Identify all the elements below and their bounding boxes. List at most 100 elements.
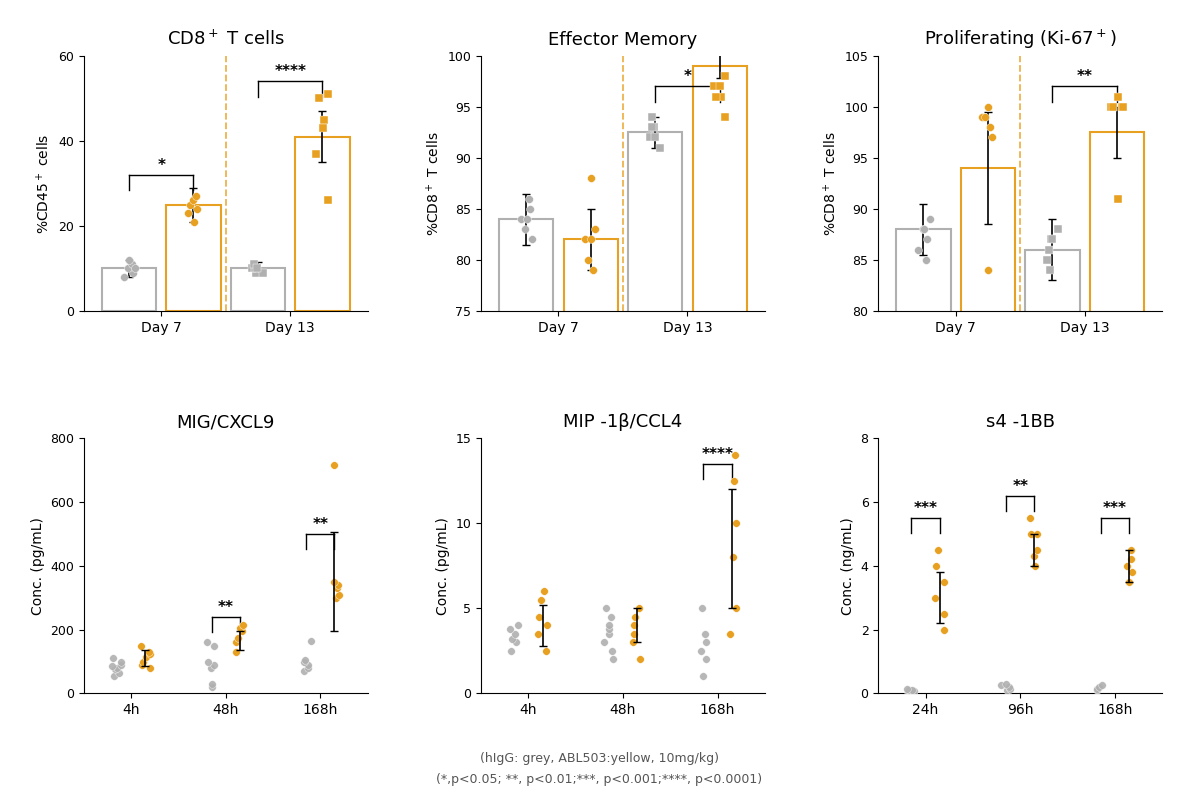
Point <box>692 602 712 614</box>
Point <box>934 623 954 636</box>
Point <box>581 233 600 245</box>
Point <box>1088 682 1107 695</box>
Point <box>720 627 739 640</box>
Point <box>248 262 267 275</box>
Point <box>1123 566 1142 579</box>
Point <box>509 619 528 632</box>
Point <box>934 607 954 620</box>
Point <box>600 622 619 635</box>
Point <box>179 206 198 219</box>
Point <box>981 121 1000 134</box>
Point <box>309 92 328 104</box>
Point <box>979 100 998 113</box>
Point <box>111 658 131 671</box>
Point <box>140 647 159 660</box>
Text: (*,p<0.05; **, p<0.01;***, p<0.001;****, p<0.0001): (*,p<0.05; **, p<0.01;***, p<0.001;****,… <box>436 773 762 786</box>
Point <box>1024 550 1043 563</box>
Point <box>123 266 143 279</box>
Point <box>1108 90 1127 103</box>
Point <box>103 652 122 665</box>
Point <box>537 645 556 658</box>
Bar <box>1090 132 1144 797</box>
Point <box>1101 100 1120 113</box>
Title: CD8$^+$ T cells: CD8$^+$ T cells <box>167 29 285 49</box>
Text: *: * <box>157 158 165 173</box>
Point <box>603 645 622 658</box>
Text: ****: **** <box>274 65 307 79</box>
Point <box>329 588 349 601</box>
Point <box>623 636 642 649</box>
Point <box>1119 575 1138 588</box>
Point <box>244 257 264 270</box>
Point <box>579 253 598 266</box>
Point <box>507 636 526 649</box>
Point <box>645 131 664 143</box>
Point <box>1000 682 1019 695</box>
Point <box>583 264 603 277</box>
Point <box>1028 544 1047 556</box>
Point <box>520 192 539 205</box>
Point <box>725 449 744 461</box>
Point <box>992 679 1011 692</box>
Y-axis label: %CD8$^+$ T cells: %CD8$^+$ T cells <box>424 131 442 236</box>
Point <box>254 266 273 279</box>
Point <box>725 474 744 487</box>
Bar <box>102 269 156 311</box>
Point <box>104 669 123 682</box>
Point <box>232 625 252 638</box>
Point <box>1037 253 1057 266</box>
Point <box>186 190 205 202</box>
Point <box>319 88 338 100</box>
Bar <box>296 136 350 311</box>
Point <box>307 147 326 160</box>
Point <box>1088 684 1107 697</box>
Point <box>234 618 253 631</box>
Point <box>328 579 347 591</box>
Point <box>538 619 557 632</box>
Bar <box>961 168 1015 797</box>
Point <box>122 257 141 270</box>
Point <box>512 213 531 226</box>
Point <box>202 677 222 690</box>
Point <box>581 172 600 185</box>
Point <box>319 194 338 206</box>
Point <box>1048 223 1067 236</box>
Point <box>913 223 932 236</box>
Point <box>126 262 145 275</box>
Point <box>594 636 613 649</box>
Point <box>184 194 204 206</box>
Point <box>326 591 345 604</box>
Point <box>134 655 153 668</box>
Point <box>1025 559 1045 572</box>
Point <box>201 662 220 674</box>
Point <box>918 233 937 245</box>
Point <box>199 655 218 668</box>
Bar <box>692 66 746 797</box>
Title: Effector Memory: Effector Memory <box>549 30 697 49</box>
Point <box>599 627 618 640</box>
Point <box>601 611 621 623</box>
Point <box>710 80 730 92</box>
Bar <box>231 269 285 311</box>
Title: MIG/CXCL9: MIG/CXCL9 <box>176 413 274 431</box>
Point <box>531 594 550 607</box>
Point <box>1000 681 1019 693</box>
Point <box>1089 681 1108 693</box>
Point <box>697 653 716 665</box>
Point <box>1093 679 1112 692</box>
Point <box>188 202 207 215</box>
Point <box>139 646 158 658</box>
Point <box>651 141 670 154</box>
Point <box>707 90 726 103</box>
Point <box>500 622 519 635</box>
Point <box>704 80 724 92</box>
Title: MIP -1β/CCL4: MIP -1β/CCL4 <box>563 413 683 431</box>
Point <box>624 627 643 640</box>
Bar <box>563 239 618 797</box>
Point <box>247 266 266 279</box>
Point <box>518 213 537 226</box>
Y-axis label: Conc. (pg/mL): Conc. (pg/mL) <box>436 517 450 614</box>
Point <box>325 459 344 472</box>
Point <box>979 264 998 277</box>
Point <box>1113 100 1132 113</box>
